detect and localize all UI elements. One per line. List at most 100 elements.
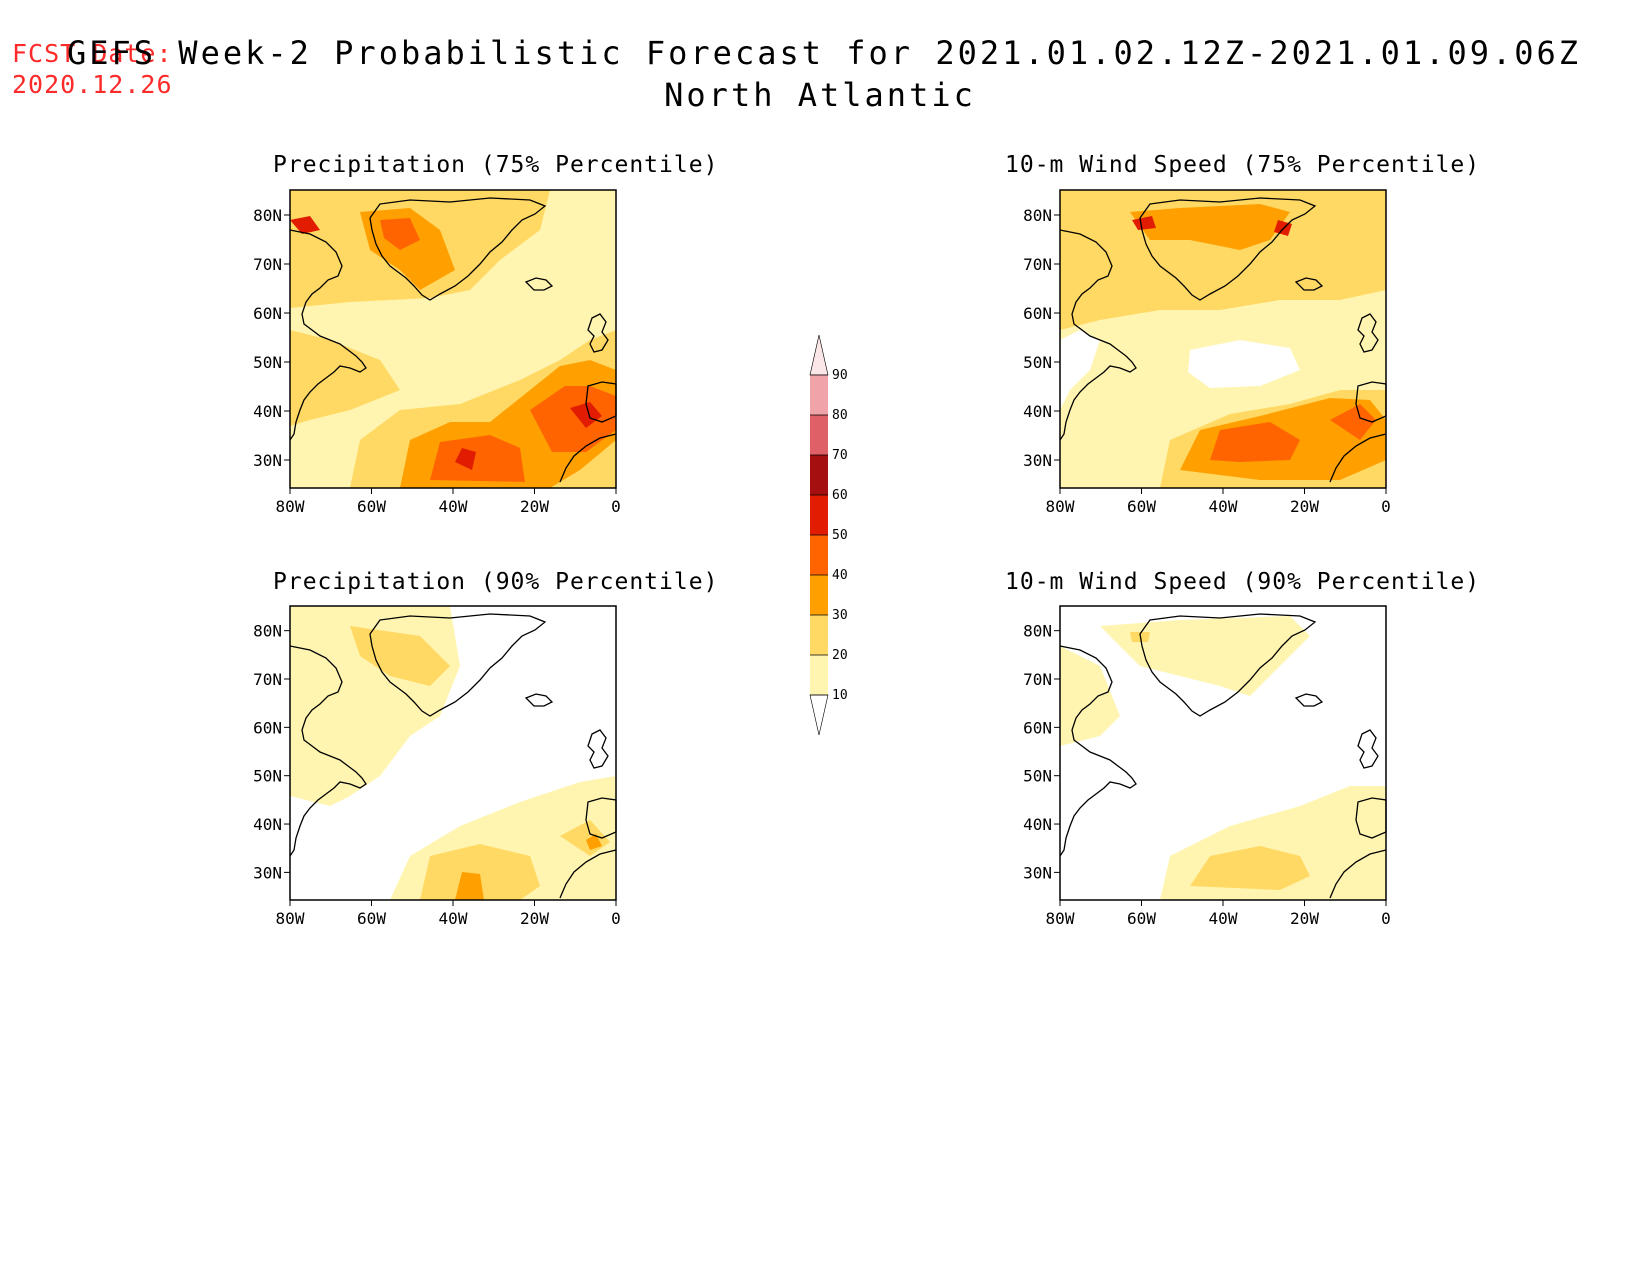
colorbar-segment xyxy=(810,535,828,575)
colorbar-tick-label: 30 xyxy=(832,608,848,623)
fill-blank xyxy=(1060,330,1100,410)
coastline-africa xyxy=(1329,433,1387,483)
lat-tick-label: 40N xyxy=(253,402,282,421)
fill-20 xyxy=(290,330,400,426)
coastlines xyxy=(1059,197,1387,483)
lon-tick-label: 0 xyxy=(1381,909,1391,928)
colorbar-tick-label: 90 xyxy=(832,368,848,383)
lat-tick-label: 30N xyxy=(253,863,282,882)
lat-tick-label: 60N xyxy=(1023,304,1052,323)
coastline-africa xyxy=(559,849,617,899)
coastline-british-isles xyxy=(587,729,609,769)
coastline-iceland xyxy=(1294,693,1324,707)
fill-40 xyxy=(530,386,616,452)
colorbar-segment xyxy=(810,655,828,695)
lat-tick-label: 50N xyxy=(253,353,282,372)
fill-50 xyxy=(570,402,602,428)
coastline-iberia xyxy=(1355,381,1387,423)
colorbar-tick-label: 10 xyxy=(832,688,848,703)
lon-tick-label: 40W xyxy=(1209,497,1238,516)
coastlines xyxy=(1059,613,1387,899)
fill-30 xyxy=(455,872,484,900)
coastline-iceland xyxy=(1294,277,1324,291)
fill-50 xyxy=(290,216,320,234)
coastline-north-america xyxy=(289,645,367,857)
colorbar-tick-label: 70 xyxy=(832,448,848,463)
coastline-greenland xyxy=(1139,197,1317,301)
colorbar-tick-label: 20 xyxy=(832,648,848,663)
lon-tick-label: 20W xyxy=(520,497,549,516)
lat-tick-label: 40N xyxy=(253,815,282,834)
coastline-greenland xyxy=(1139,613,1317,717)
colorbar-tick-label: 50 xyxy=(832,528,848,543)
colorbar-segment xyxy=(810,575,828,615)
forecast-date-label: FCST Date: xyxy=(12,39,173,68)
coastline-africa xyxy=(559,433,617,483)
lat-tick-label: 80N xyxy=(253,206,282,225)
coastline-north-america xyxy=(1059,229,1137,441)
fill-50 xyxy=(1132,216,1156,230)
lon-tick-label: 80W xyxy=(1046,909,1075,928)
coastlines xyxy=(289,613,617,899)
forecast-date: FCST Date: 2020.12.26 xyxy=(12,38,173,100)
coastline-british-isles xyxy=(1357,313,1379,353)
lat-tick-label: 40N xyxy=(1023,815,1052,834)
panel-title-wind-75: 10-m Wind Speed (75% Percentile) xyxy=(1005,152,1481,178)
coastline-north-america xyxy=(289,229,367,441)
colorbar-segment xyxy=(810,495,828,535)
lon-tick-label: 0 xyxy=(1381,497,1391,516)
colorbar: 90 80 70 60 50 40 30 20 10 xyxy=(809,334,848,736)
lon-tick-label: 40W xyxy=(439,909,468,928)
lat-tick-label: 60N xyxy=(253,304,282,323)
lon-tick-label: 80W xyxy=(276,497,305,516)
coastline-iceland xyxy=(524,693,554,707)
colorbar-segment xyxy=(810,375,828,415)
lon-tick-label: 60W xyxy=(1127,497,1156,516)
lat-tick-label: 80N xyxy=(253,622,282,641)
lat-tick-label: 60N xyxy=(1023,718,1052,737)
colorbar-segment xyxy=(810,615,828,655)
coastline-greenland xyxy=(369,197,547,301)
panel-title-wind-90: 10-m Wind Speed (90% Percentile) xyxy=(1005,569,1481,595)
coastline-iberia xyxy=(585,797,617,839)
fill-30 xyxy=(1130,204,1290,250)
fill-blank xyxy=(1188,340,1300,388)
colorbar-tick-label: 40 xyxy=(832,568,848,583)
colorbar-segment xyxy=(810,455,828,495)
lon-tick-label: 60W xyxy=(357,909,386,928)
map-precip-90: 80N 70N 60N 50N 40N 30N 80W 60W 40W 20W 0 xyxy=(253,605,621,928)
lat-tick-label: 50N xyxy=(1023,767,1052,786)
fill-40 xyxy=(430,435,525,482)
colorbar-top-extension xyxy=(809,334,829,376)
lon-tick-label: 80W xyxy=(1046,497,1075,516)
coastline-british-isles xyxy=(587,313,609,353)
coastline-british-isles xyxy=(1357,729,1379,769)
lon-tick-label: 40W xyxy=(1209,909,1238,928)
fill-40 xyxy=(1330,404,1376,440)
coastline-iberia xyxy=(1355,797,1387,839)
colorbar-segment xyxy=(810,415,828,455)
lat-tick-label: 30N xyxy=(253,451,282,470)
panel-title-precip-90: Precipitation (90% Percentile) xyxy=(273,569,719,595)
lon-tick-label: 40W xyxy=(439,497,468,516)
panel-title-precip-75: Precipitation (75% Percentile) xyxy=(273,152,719,178)
map-wind-90: 80N 70N 60N 50N 40N 30N 80W 60W 40W 20W 0 xyxy=(1023,605,1391,928)
fill-10 xyxy=(1100,616,1310,696)
coastline-iceland xyxy=(524,277,554,291)
fill-20 xyxy=(1190,846,1310,890)
lat-tick-label: 70N xyxy=(1023,670,1052,689)
colorbar-tick-label: 60 xyxy=(832,488,848,503)
fill-20 xyxy=(350,626,450,686)
lat-tick-label: 50N xyxy=(1023,353,1052,372)
lat-tick-label: 70N xyxy=(253,670,282,689)
colorbar-tick-label: 80 xyxy=(832,408,848,423)
lon-tick-label: 0 xyxy=(611,497,621,516)
lat-tick-label: 30N xyxy=(1023,863,1052,882)
lon-tick-label: 80W xyxy=(276,909,305,928)
figure-subtitle: North Atlantic xyxy=(664,76,976,114)
lon-tick-label: 20W xyxy=(1290,909,1319,928)
lat-tick-label: 70N xyxy=(253,255,282,274)
fill-30 xyxy=(586,834,602,850)
lat-tick-label: 80N xyxy=(1023,622,1052,641)
fill-40 xyxy=(380,218,420,250)
